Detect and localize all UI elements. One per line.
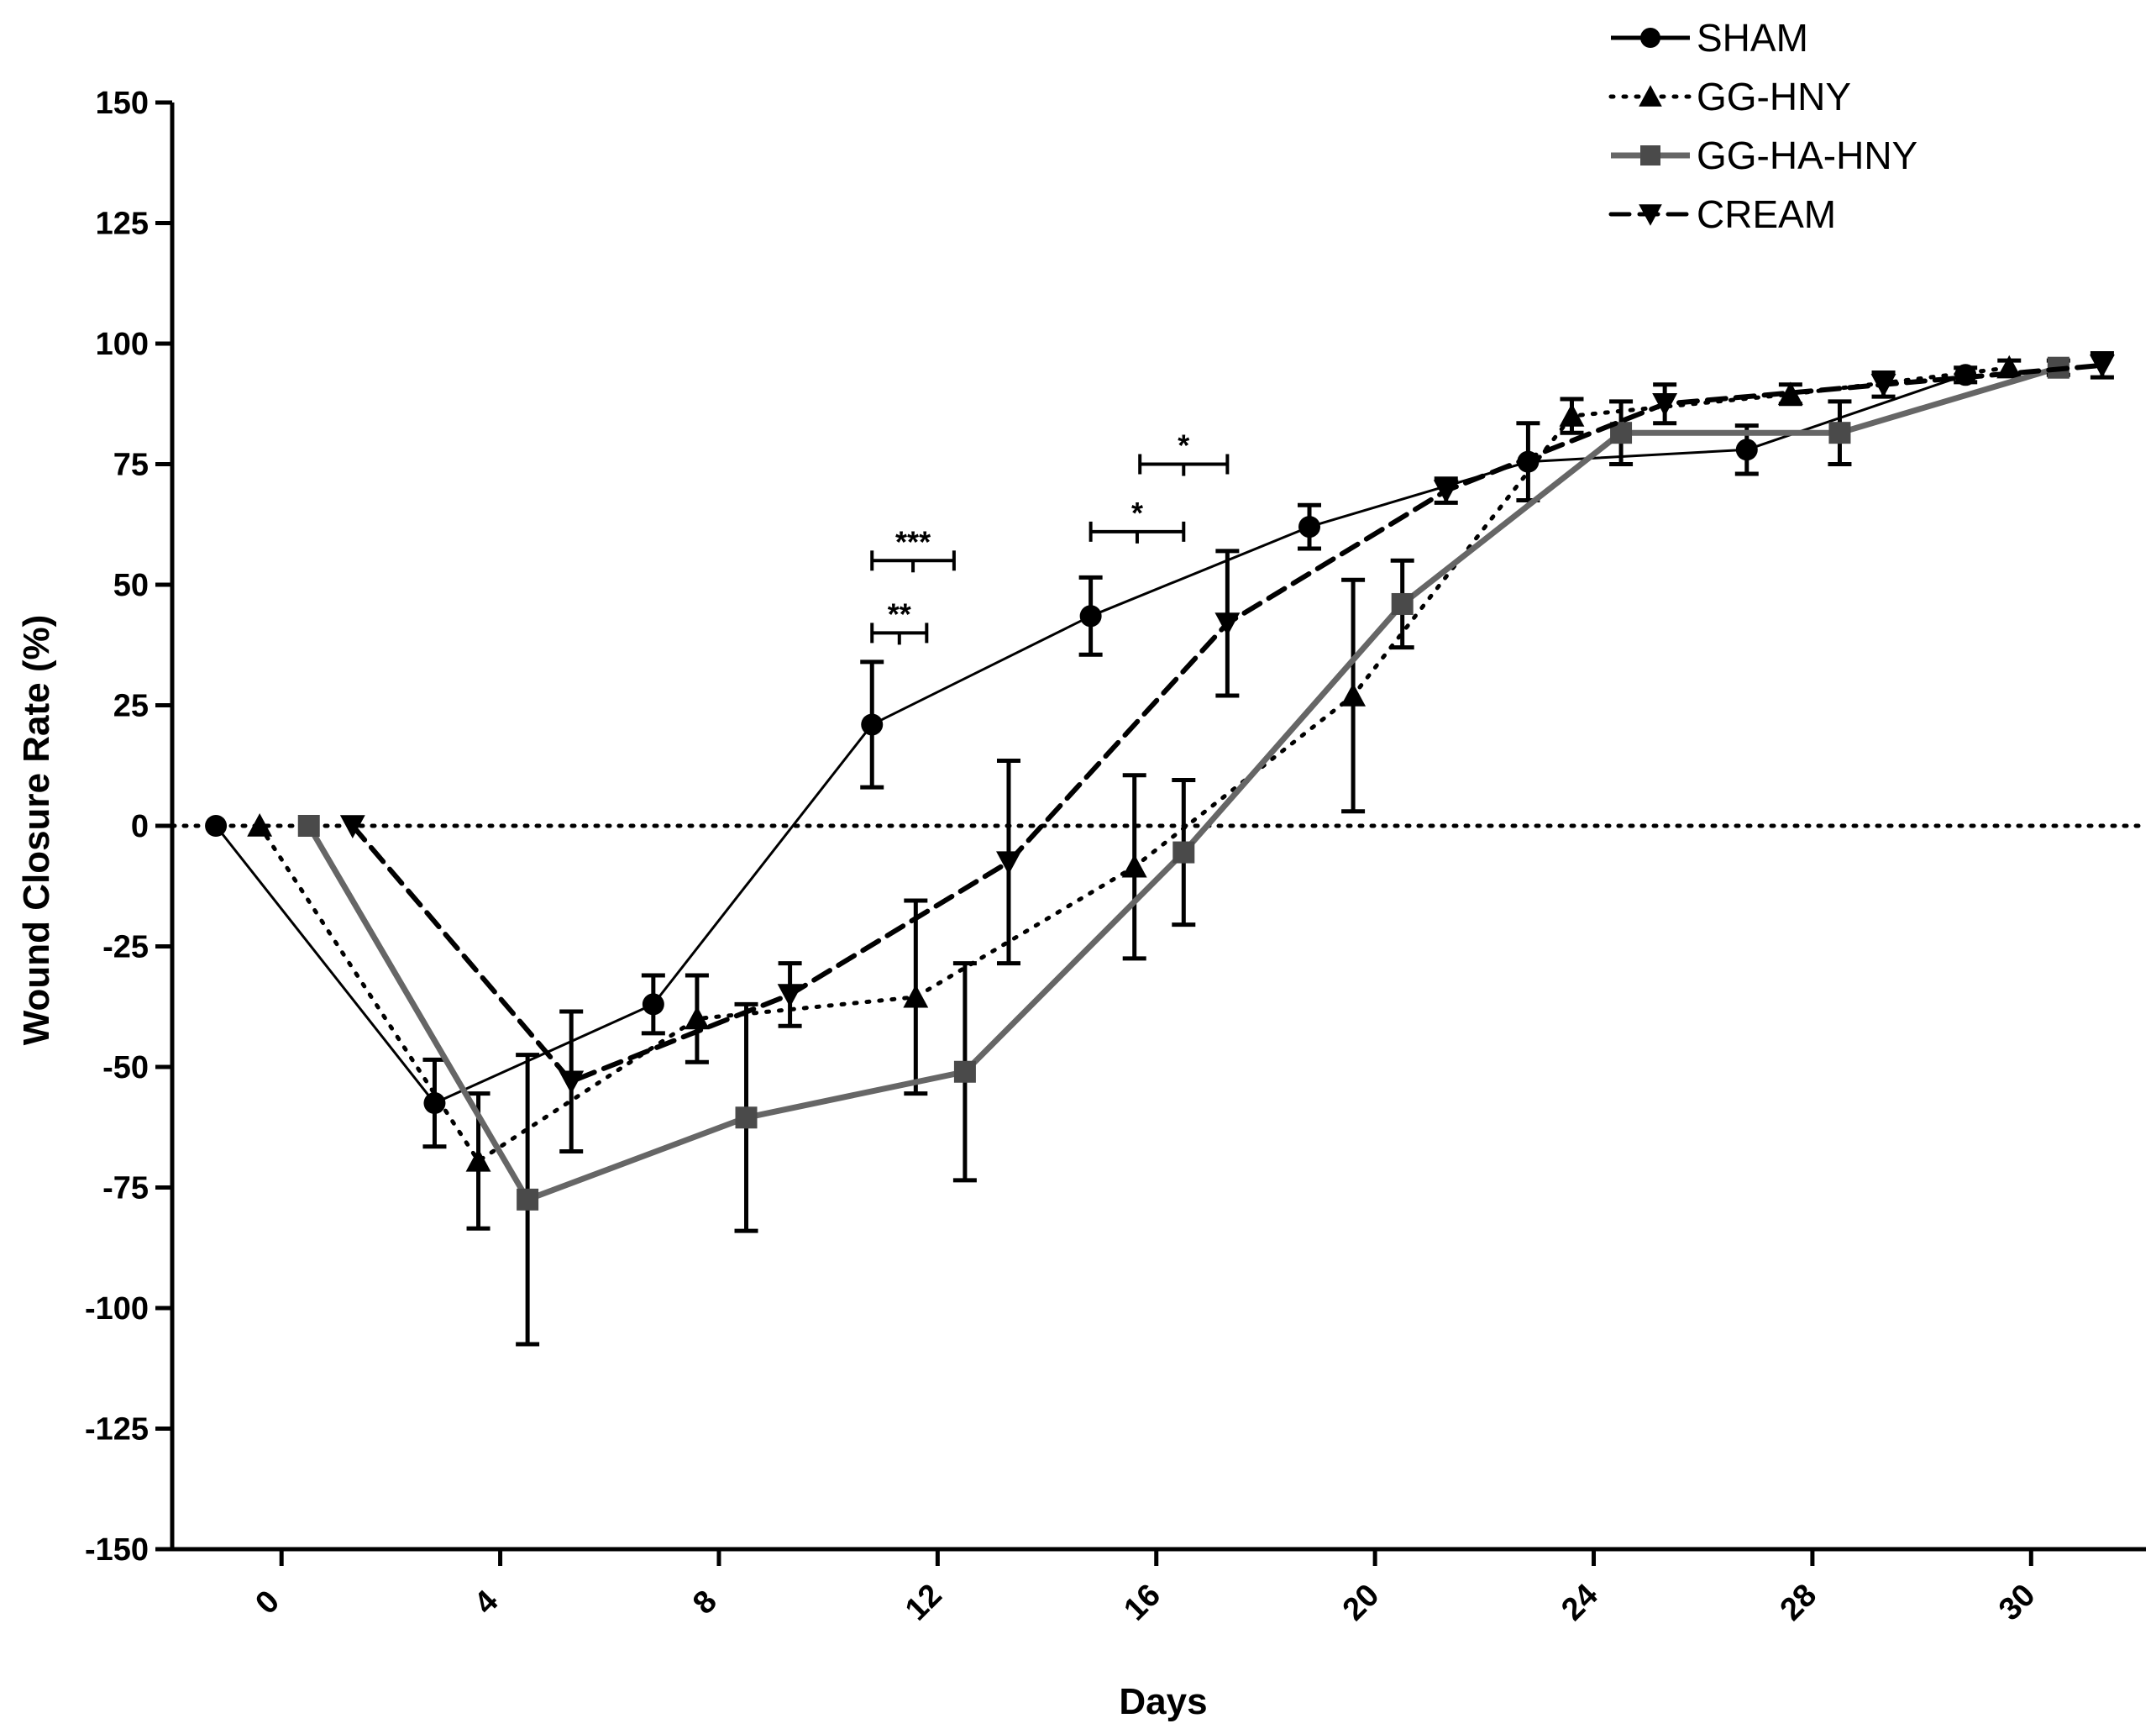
series-group: [205, 350, 2115, 1347]
data-point-cream: [1433, 480, 1459, 504]
legend-label-gg-hny: GG-HNY: [1697, 75, 1851, 118]
data-point-gg-hny: [465, 1148, 491, 1172]
data-point-cream: [1870, 374, 1896, 397]
y-tick-label: -50: [102, 1050, 149, 1085]
significance-bracket: *: [1088, 496, 1186, 544]
data-point-gg-hny: [1559, 403, 1585, 427]
significance-bracket: ***: [870, 524, 956, 573]
y-tick-label: 125: [96, 207, 149, 242]
legend-label-sham: SHAM: [1697, 16, 1808, 60]
data-point-sham: [1079, 605, 1102, 628]
axes-group: 150 125 100 75 50 25 0 -25 -50 -75 -100 -125 -150 0 4 8…: [85, 86, 2146, 1627]
significance-label: **: [888, 596, 911, 631]
data-point-gg-ha-hny: [297, 815, 320, 837]
data-point-cream: [559, 1070, 585, 1095]
y-tick-label: -100: [85, 1291, 149, 1327]
data-point-cream: [1214, 612, 1241, 636]
y-tick-label: 50: [113, 568, 149, 603]
significance-group: *******: [870, 428, 1230, 645]
legend-marker-gg-ha-hny: [1640, 145, 1660, 166]
legend-item-gg-ha-hny: GG-HA-HNY: [1611, 134, 1917, 177]
data-point-gg-hny: [903, 984, 929, 1008]
data-point-cream: [2089, 355, 2115, 378]
data-point-sham: [423, 1092, 446, 1115]
data-point-cream: [1652, 393, 1678, 417]
y-tick-label: -150: [85, 1532, 149, 1568]
series-line-gg-hny: [257, 365, 2012, 1164]
x-tick-label: 16: [1117, 1578, 1167, 1628]
series-gg-hny: [247, 355, 2022, 1231]
x-tick-label: 8: [686, 1584, 724, 1621]
legend-marker-sham: [1640, 28, 1660, 48]
y-tick-label: 0: [131, 809, 149, 844]
x-tick-label: 28: [1774, 1578, 1824, 1628]
legend-item-gg-hny: GG-HNY: [1608, 75, 1851, 118]
data-point-gg-ha-hny: [735, 1106, 758, 1129]
data-point-cream: [339, 815, 365, 838]
data-point-gg-ha-hny: [1391, 592, 1414, 615]
data-point-sham: [1298, 516, 1321, 539]
y-tick-label: 150: [96, 86, 149, 121]
x-tick-label: 20: [1336, 1578, 1387, 1628]
y-tick-label: 25: [113, 689, 149, 724]
legend: SHAM GG-HNY GG-HA-HNY CREAM: [1608, 16, 1917, 236]
legend-item-cream: CREAM: [1608, 192, 1836, 236]
data-point-gg-hny: [684, 1006, 710, 1030]
data-point-cream: [777, 984, 803, 1007]
x-tick-label: 24: [1555, 1578, 1605, 1628]
data-point-sham: [642, 993, 664, 1016]
legend-label-gg-ha-hny: GG-HA-HNY: [1697, 134, 1917, 177]
x-axis-title: Days: [1119, 1681, 1207, 1722]
series-sham: [205, 364, 1978, 1149]
significance-bracket: *: [1138, 428, 1230, 476]
data-point-gg-hny: [247, 813, 273, 837]
series-cream: [339, 350, 2115, 1153]
data-point-cream: [996, 851, 1021, 875]
legend-label-cream: CREAM: [1697, 192, 1836, 236]
y-tick-label: 100: [96, 327, 149, 362]
data-point-gg-hny: [1340, 683, 1367, 707]
x-tick-label: 30: [1992, 1578, 2043, 1628]
x-tick-label: 4: [468, 1584, 506, 1621]
x-tick-label: 12: [899, 1578, 949, 1628]
data-point-gg-ha-hny: [517, 1188, 539, 1211]
y-tick-label: -125: [85, 1412, 149, 1448]
legend-item-sham: SHAM: [1611, 16, 1808, 60]
legend-marker-gg-hny: [1639, 85, 1662, 107]
series-gg-ha-hny: [297, 356, 2070, 1347]
data-point-sham: [1735, 439, 1758, 461]
data-point-gg-ha-hny: [1828, 422, 1851, 444]
data-point-sham: [861, 713, 884, 736]
data-point-sham: [205, 815, 228, 837]
x-tick-label: 0: [249, 1584, 286, 1621]
data-point-gg-hny: [1121, 854, 1147, 878]
significance-label: *: [1131, 496, 1143, 530]
y-tick-label: -25: [102, 930, 149, 965]
significance-bracket: **: [870, 596, 929, 645]
significance-label: ***: [895, 524, 931, 559]
series-line-sham: [214, 373, 1966, 1105]
y-tick-label: 75: [113, 448, 149, 483]
data-point-gg-ha-hny: [953, 1060, 976, 1083]
y-tick-label: -75: [102, 1171, 149, 1206]
significance-label: *: [1178, 428, 1189, 463]
legend-marker-cream: [1639, 204, 1662, 226]
data-point-gg-ha-hny: [1172, 841, 1195, 864]
y-axis-title: Wound Closure Rate (%): [16, 615, 57, 1046]
